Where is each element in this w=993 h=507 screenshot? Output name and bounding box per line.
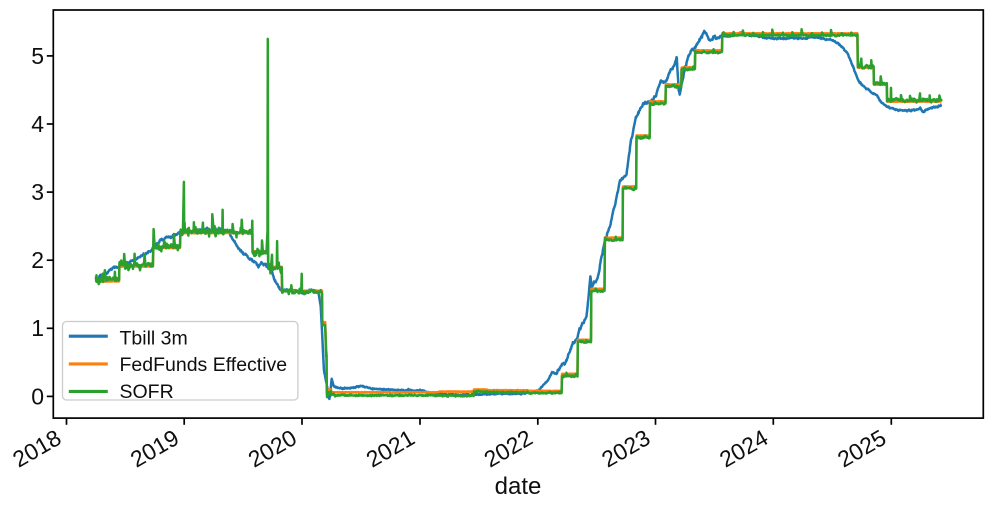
svg-text:3: 3 — [31, 179, 44, 205]
svg-text:Tbill 3m: Tbill 3m — [120, 327, 188, 349]
svg-text:2: 2 — [31, 247, 44, 273]
svg-text:SOFR: SOFR — [120, 381, 174, 403]
svg-text:1: 1 — [31, 315, 44, 341]
svg-text:FedFunds Effective: FedFunds Effective — [120, 354, 288, 376]
svg-text:5: 5 — [31, 43, 44, 69]
svg-text:0: 0 — [31, 383, 44, 409]
svg-text:date: date — [495, 473, 542, 500]
svg-text:4: 4 — [31, 111, 44, 137]
